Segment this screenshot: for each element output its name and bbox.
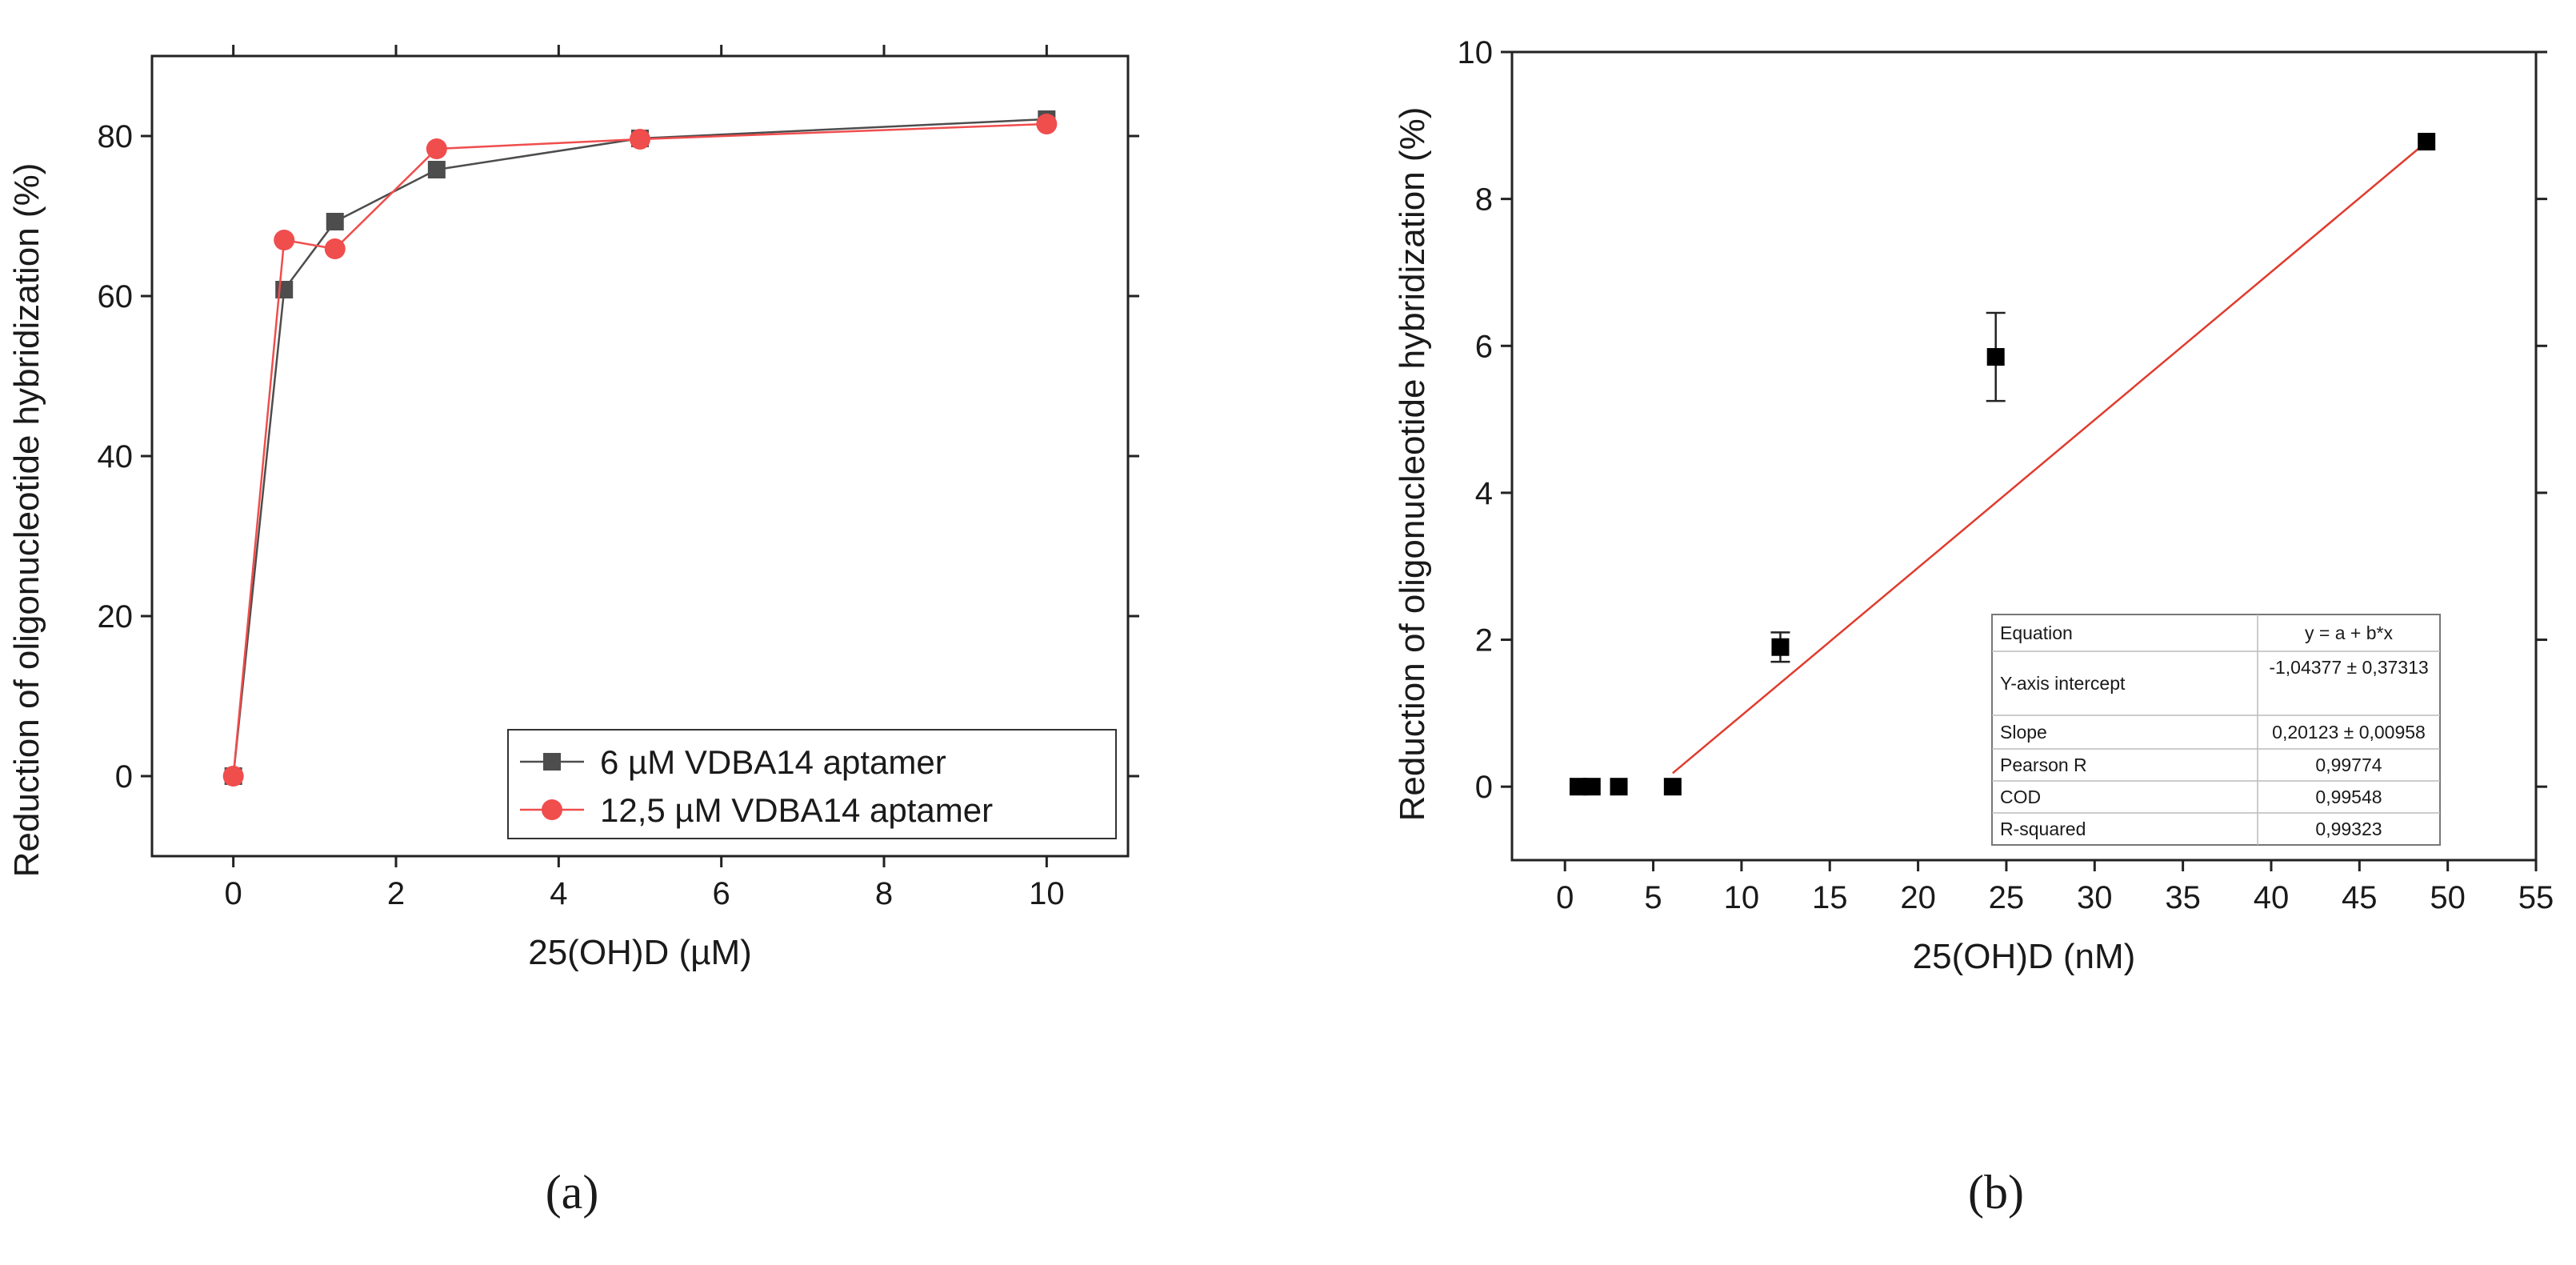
y-tick-label: 20: [98, 599, 134, 635]
chart-b: 0 5 10 15 20 25 30 35 40 45 50 55 0 2 4 6 8 10 25(OH)D (n…: [1393, 35, 2554, 976]
x-tick-label: 6: [713, 876, 730, 911]
regression-table-key: Equation: [2000, 622, 2073, 643]
regression-table-key: Slope: [2000, 722, 2047, 743]
x-tick-label: 45: [2342, 880, 2378, 915]
chart-a-legend: 6 µM VDBA14 aptamer 12,5 µM VDBA14 aptam…: [507, 729, 1117, 839]
series-line-2: [232, 122, 1047, 777]
x-tick-label: 8: [875, 876, 893, 911]
data-point-series-2: [630, 129, 650, 150]
x-tick-label: 2: [387, 876, 405, 911]
legend-swatch-marker: [542, 799, 562, 820]
chart-a-x-axis-label: 25(OH)D (µM): [528, 933, 752, 972]
legend-swatch-series-2: [520, 799, 584, 820]
regression-table-value: -1,04377 ± 0,37313: [2269, 657, 2428, 678]
x-tick-label: 10: [1029, 876, 1065, 911]
y-tick-label: 10: [1458, 35, 1494, 70]
chart-b-points: [1569, 133, 2436, 796]
regression-table-value: 0,20123 ± 0,00958: [2272, 722, 2426, 743]
chart-b-y-axis-label: Reduction of oligonucleotide hybridizati…: [1393, 107, 1432, 822]
regression-table-value: 0,99548: [2315, 787, 2382, 807]
y-tick-label: 8: [1475, 182, 1493, 218]
x-tick-label: 35: [2165, 880, 2201, 915]
chart-b-frame: [1510, 50, 2538, 862]
chart-a-y-axis-label: Reduction of oligonucleotide hybridizati…: [7, 163, 46, 878]
y-tick-label: 80: [98, 119, 134, 154]
legend-swatch-marker: [543, 753, 561, 771]
y-tick-label: 0: [1475, 770, 1493, 805]
regression-table-frame: [1991, 614, 2441, 846]
regression-table-value: 0,99323: [2315, 819, 2382, 839]
x-tick-label: 15: [1812, 880, 1848, 915]
panel-label-b: (b): [1968, 1166, 2024, 1219]
data-point: [1663, 778, 1682, 796]
panel-label-a: (a): [546, 1166, 599, 1219]
data-point: [1986, 348, 2005, 366]
regression-table-value: 0,99774: [2315, 755, 2382, 775]
x-tick-label: 50: [2430, 880, 2466, 915]
chart-a-ticks: 0 2 4 6 8 10 0 20 40 60 80: [98, 45, 1139, 911]
data-point: [1610, 778, 1628, 796]
chart-a: 0 2 4 6 8 10 0 20 40 60 80 25(OH)D (µM) Reduction …: [7, 45, 1139, 972]
data-point: [1582, 778, 1601, 796]
regression-line: [1672, 141, 2427, 775]
regression-table-key: Pearson R: [2000, 755, 2087, 775]
data-point: [1569, 778, 1587, 796]
regression-table-value: y = a + b*x: [2305, 622, 2393, 643]
y-tick-label: 4: [1475, 476, 1493, 511]
chart-a-legend-box: [507, 729, 1117, 839]
data-point-series-1: [326, 213, 344, 230]
x-tick-label: 30: [2077, 880, 2113, 915]
x-tick-label: 25: [1989, 880, 2025, 915]
y-tick-label: 2: [1475, 623, 1493, 659]
chart-a-series: [222, 110, 1058, 787]
regression-table-key: R-squared: [2000, 819, 2086, 839]
data-point-series-2: [426, 138, 447, 159]
regression-table-key: COD: [2000, 787, 2041, 807]
x-tick-label: 0: [1556, 880, 1574, 915]
x-tick-label: 10: [1724, 880, 1760, 915]
chart-b-x-axis-label: 25(OH)D (nM): [1913, 937, 2136, 976]
chart-b-fit-line: [1672, 141, 2427, 775]
x-tick-label: 55: [2518, 880, 2554, 915]
data-point-series-2: [274, 230, 295, 250]
x-tick-label: 5: [1644, 880, 1662, 915]
x-tick-label: 4: [550, 876, 567, 911]
series-line-1: [232, 118, 1047, 777]
x-tick-label: 20: [1900, 880, 1936, 915]
legend-swatch-series-1: [520, 753, 584, 771]
data-point-series-1: [427, 161, 446, 178]
y-tick-label: 60: [98, 279, 134, 314]
data-point: [2418, 133, 2436, 151]
regression-table-key: Y-axis intercept: [2000, 673, 2126, 694]
x-tick-label: 0: [225, 876, 242, 911]
legend-label-series-2: 12,5 µM VDBA14 aptamer: [600, 791, 993, 829]
regression-table: Equation y = a + b*x Y-axis intercept -1,04…: [1991, 614, 2441, 846]
x-tick-label: 40: [2254, 880, 2290, 915]
data-point-series-2: [222, 766, 244, 787]
legend-label-series-1: 6 µM VDBA14 aptamer: [600, 743, 946, 781]
chart-b-ticks: 0 5 10 15 20 25 30 35 40 45 50 55 0 2 4 6 8 10: [1458, 35, 2554, 915]
y-tick-label: 6: [1475, 329, 1493, 364]
y-tick-label: 0: [115, 759, 133, 795]
data-point: [1771, 638, 1790, 656]
data-point-series-2: [324, 238, 346, 259]
y-tick-label: 40: [98, 439, 134, 474]
data-point-series-2: [1036, 114, 1058, 134]
